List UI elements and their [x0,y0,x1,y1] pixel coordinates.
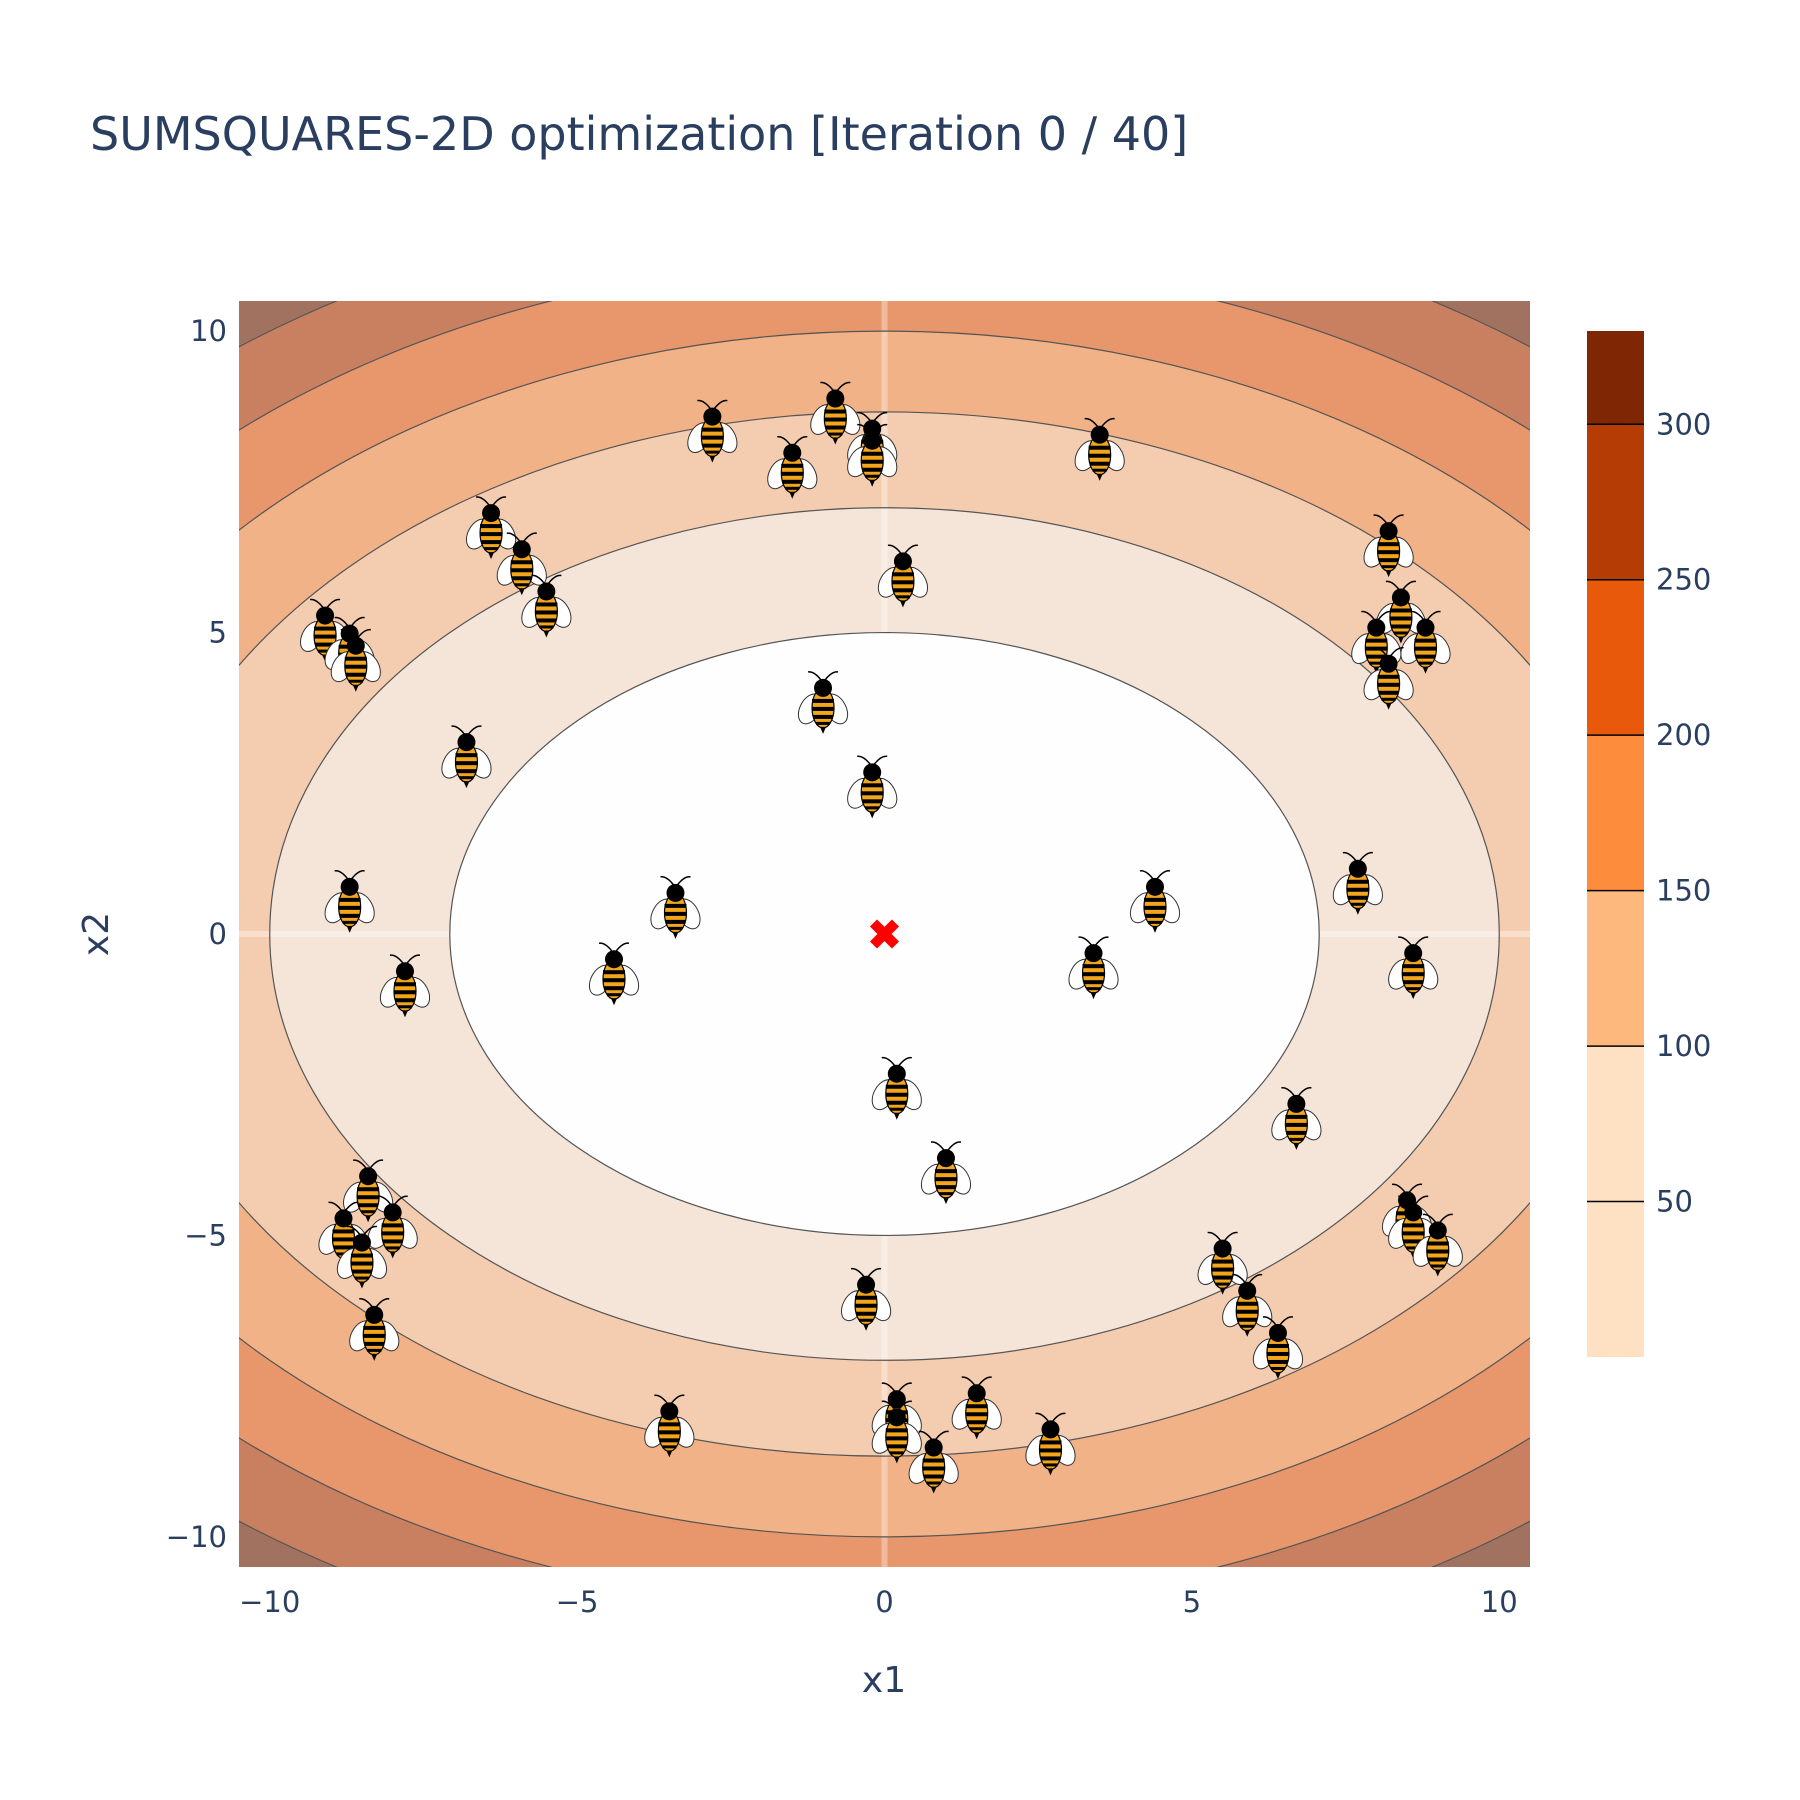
colorbar: 50 100 150 200 250 300 [1587,331,1711,1357]
contour-line-50 [449,631,1320,1237]
contour-lines [239,301,1530,1567]
contour-line-200 [239,330,1530,1538]
colorbar-band [1587,331,1644,425]
x-axis-ticks: −10 −5 0 5 10 [239,1585,1518,1619]
y-tick-label: 0 [209,917,227,951]
colorbar-band [1587,735,1644,891]
colorbar-tick-label: 150 [1656,874,1711,908]
x-axis-label: x1 [862,1660,906,1701]
x-tick-label: 5 [1183,1585,1201,1619]
contour-line-100 [269,507,1500,1361]
x-cross-icon [869,919,900,949]
contour-line-150 [239,411,1530,1457]
x-tick-label: 10 [1481,1585,1518,1619]
y-axis-label: x2 [76,912,117,956]
chart-title: SUMSQUARES-2D optimization [Iteration 0 … [90,107,1188,161]
colorbar-tick-label: 100 [1656,1029,1711,1063]
y-tick-label: −10 [166,1520,227,1554]
optimum-marker [869,919,900,949]
colorbar-tick-label: 200 [1656,718,1711,752]
x-tick-label: −10 [239,1585,300,1619]
colorbar-band [1587,579,1644,736]
x-tick-label: 0 [875,1585,893,1619]
y-tick-label: 10 [190,314,227,348]
y-tick-label: 5 [209,616,227,650]
colorbar-band [1587,424,1644,580]
y-tick-label: −5 [184,1218,227,1252]
colorbar-tick-label: 50 [1656,1185,1693,1219]
colorbar-tick-label: 250 [1656,563,1711,597]
y-axis-ticks: −10 −5 0 5 10 [166,314,227,1554]
colorbar-band [1587,890,1644,1047]
x-tick-label: −5 [556,1585,599,1619]
colorbar-tick-label: 300 [1656,407,1711,441]
